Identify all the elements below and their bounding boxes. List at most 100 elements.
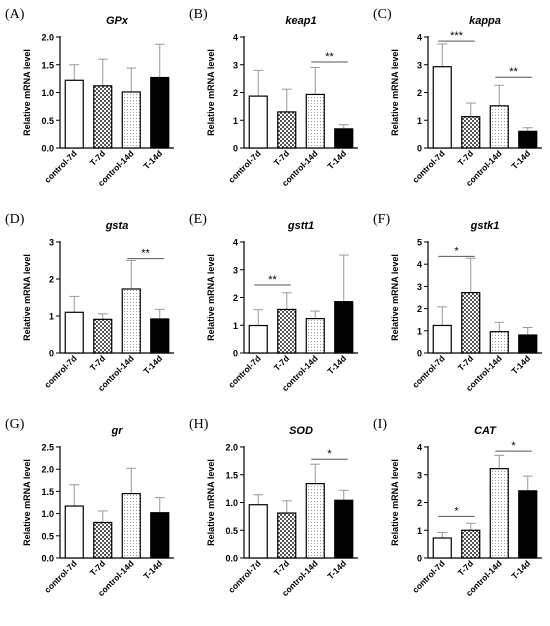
y-axis-label: Relative mRNA level	[22, 49, 32, 136]
bar-T-14d	[334, 128, 354, 149]
chart-panel-d: (D) gsta Relative mRNA level 0 1 2 3 control-7d…	[5, 212, 174, 393]
y-tick-label: 0	[417, 554, 422, 564]
x-tick-label: T-7d	[456, 353, 475, 372]
bar-control-7d	[248, 504, 268, 559]
x-tick-label: T-14d	[141, 558, 164, 581]
bar-T-14d	[150, 512, 170, 559]
x-tick-label: control-7d	[410, 353, 446, 389]
bar-T-7d	[93, 85, 113, 149]
significance-mark: **	[268, 274, 277, 286]
y-tick-label: 1.5	[225, 470, 238, 480]
x-tick-label: T-7d	[272, 148, 291, 167]
bar-T-7d	[277, 512, 297, 559]
panel-label: (C)	[373, 7, 392, 22]
y-axis-label: Relative mRNA level	[390, 459, 400, 546]
panel-label: (E)	[189, 212, 207, 227]
chart-title: keap1	[285, 15, 316, 27]
y-tick-label: 4	[417, 33, 422, 43]
y-tick-label: 2	[417, 304, 422, 314]
x-tick-label: T-7d	[88, 148, 107, 167]
x-tick-label: T-14d	[325, 148, 348, 171]
y-tick-label: 0	[233, 349, 238, 359]
chart-title: GPx	[106, 15, 129, 27]
x-tick-label: T-7d	[272, 353, 291, 372]
x-tick-label: T-14d	[141, 353, 164, 376]
y-axis-label: Relative mRNA level	[206, 254, 216, 341]
x-tick-label: T-7d	[88, 558, 107, 577]
y-axis-label: Relative mRNA level	[206, 459, 216, 546]
y-tick-label: 1.0	[225, 498, 238, 508]
y-tick-label: 0	[417, 349, 422, 359]
x-tick-label: T-7d	[456, 558, 475, 577]
x-tick-label: control-7d	[410, 148, 446, 184]
chart-panel-b: (B) keap1 Relative mRNA level 0 1 2 3 4 control-…	[189, 7, 358, 188]
y-tick-label: 5	[417, 238, 422, 248]
x-tick-label: control-7d	[226, 558, 262, 594]
significance-mark: ***	[450, 30, 464, 42]
y-tick-label: 1.0	[41, 88, 54, 98]
chart-panel-a: (A) GPx Relative mRNA level 0.0 0.5 1.0 1.5 2.0…	[5, 7, 174, 188]
chart-panel-i: (I) CAT Relative mRNA level 0 1 2 3 4 control-7d…	[373, 417, 542, 598]
bar-T-14d	[150, 318, 170, 354]
bar-control-7d	[64, 311, 84, 354]
y-tick-label: 1	[233, 321, 238, 331]
panel-label: (H)	[189, 417, 209, 432]
significance-mark: **	[509, 66, 518, 78]
significance-mark: *	[511, 440, 516, 452]
y-tick-label: 3	[417, 470, 422, 480]
y-tick-label: 0.5	[225, 526, 238, 536]
panel-label: (B)	[189, 7, 208, 22]
y-tick-label: 2	[233, 88, 238, 98]
bar-T-14d	[150, 76, 170, 149]
x-tick-label: control-7d	[226, 353, 262, 389]
bar-control-14d	[489, 331, 509, 354]
significance-mark: **	[325, 51, 334, 63]
chart-title: kappa	[469, 15, 501, 27]
chart-title: gsta	[105, 220, 129, 232]
y-tick-label: 0.0	[225, 554, 238, 564]
y-tick-label: 0	[233, 144, 238, 154]
chart-panel-f: (F) gstk1 Relative mRNA level 0 1 2 3 4 5 control…	[373, 212, 542, 393]
x-tick-label: T-7d	[88, 353, 107, 372]
x-tick-label: control-7d	[42, 558, 78, 594]
x-tick-label: control-7d	[410, 558, 446, 594]
y-tick-label: 0.5	[41, 531, 54, 541]
y-tick-label: 4	[417, 443, 422, 453]
x-tick-label: control-7d	[42, 148, 78, 184]
y-tick-label: 2.0	[41, 33, 54, 43]
y-tick-label: 0	[49, 349, 54, 359]
x-tick-label: T-14d	[325, 353, 348, 376]
chart-title: SOD	[289, 425, 313, 437]
bar-control-14d	[489, 105, 509, 149]
panel-label: (F)	[373, 212, 390, 227]
y-tick-label: 2	[417, 88, 422, 98]
x-tick-label: T-14d	[509, 353, 532, 376]
y-axis-label: Relative mRNA level	[206, 49, 216, 136]
x-tick-label: T-14d	[141, 148, 164, 171]
x-tick-label: T-14d	[325, 558, 348, 581]
y-tick-label: 1.5	[41, 60, 54, 70]
bar-T-7d	[461, 292, 481, 354]
chart-title: CAT	[474, 425, 497, 437]
y-tick-label: 3	[233, 265, 238, 275]
y-tick-label: 2	[233, 293, 238, 303]
bar-control-14d	[121, 493, 141, 559]
bar-T-14d	[518, 130, 538, 149]
x-tick-label: control-7d	[42, 353, 78, 389]
y-tick-label: 4	[417, 260, 422, 270]
chart-title: gstk1	[470, 220, 500, 232]
bar-T-14d	[518, 334, 538, 354]
panel-label: (D)	[5, 212, 25, 227]
chart-panel-h: (H) SOD Relative mRNA level 0.0 0.5 1.0 1.5 2.0…	[189, 417, 358, 598]
y-tick-label: 2	[49, 275, 54, 285]
chart-title: gr	[111, 425, 124, 437]
y-axis-label: Relative mRNA level	[22, 459, 32, 546]
x-tick-label: T-14d	[509, 558, 532, 581]
y-tick-label: 2.0	[225, 443, 238, 453]
y-tick-label: 4	[233, 238, 238, 248]
bar-control-14d	[121, 91, 141, 149]
y-tick-label: 1	[417, 526, 422, 536]
significance-mark: **	[141, 248, 150, 260]
chart-panel-e: (E) gstt1 Relative mRNA level 0 1 2 3 4 control-…	[189, 212, 358, 393]
